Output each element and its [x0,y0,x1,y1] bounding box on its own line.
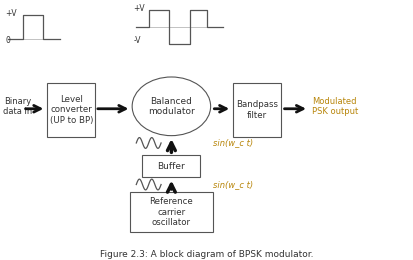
Text: -V: -V [133,36,141,45]
Text: +V: +V [5,9,17,18]
Text: +V: +V [133,4,145,13]
Text: 0: 0 [5,36,10,45]
FancyBboxPatch shape [233,83,281,137]
Text: Reference
carrier
oscillator: Reference carrier oscillator [150,197,193,227]
Text: Modulated
PSK output: Modulated PSK output [312,97,358,116]
Text: sin(w_c t): sin(w_c t) [213,139,253,147]
Ellipse shape [132,77,211,136]
FancyBboxPatch shape [130,192,213,232]
FancyBboxPatch shape [47,83,95,137]
Text: Buffer: Buffer [157,162,185,171]
FancyBboxPatch shape [142,155,200,177]
Text: Figure 2.3: A block diagram of BPSK modulator.: Figure 2.3: A block diagram of BPSK modu… [100,250,313,259]
Text: sin(w_c t): sin(w_c t) [213,180,253,189]
Text: Level
converter
(UP to BP): Level converter (UP to BP) [50,95,93,125]
Text: Bandpass
filter: Bandpass filter [236,100,278,120]
Text: Balanced
modulator: Balanced modulator [148,97,195,116]
Text: Binary
data in: Binary data in [3,97,33,116]
